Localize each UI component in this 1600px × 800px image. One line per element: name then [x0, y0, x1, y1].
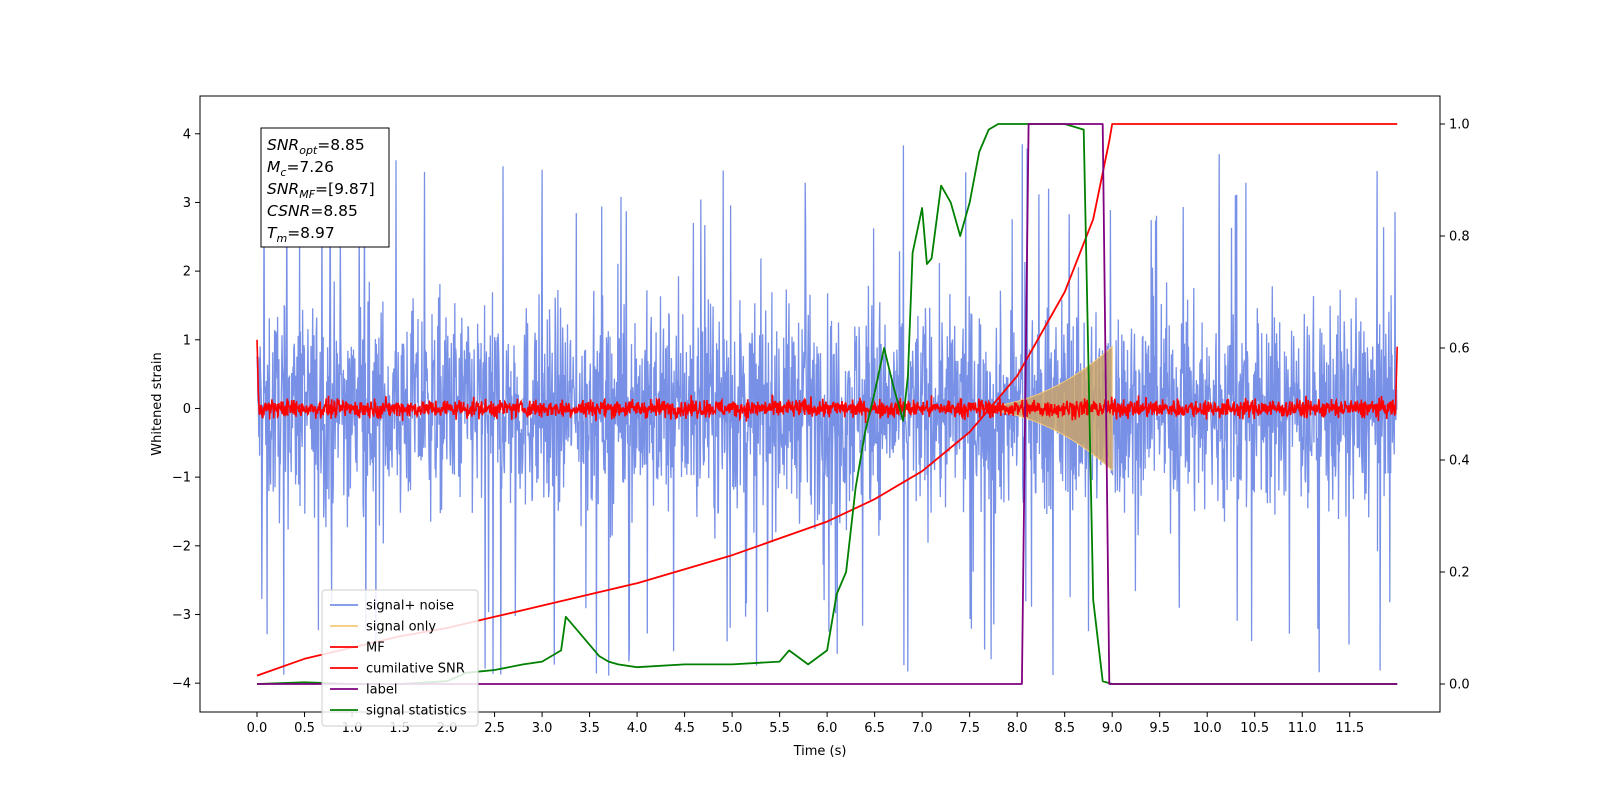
annotation-value: =8.97: [287, 224, 335, 242]
x-tick-label: 3.0: [532, 721, 553, 736]
x-tick-label: 0.5: [294, 721, 315, 736]
annotation-symbol: T: [267, 224, 278, 242]
annotation-symbol: M: [267, 158, 280, 176]
x-tick-label: 6.0: [817, 721, 838, 736]
x-tick-label: 3.5: [579, 721, 600, 736]
x-axis-label: Time (s): [793, 744, 847, 759]
y-tick-label: 3: [183, 196, 191, 211]
annotation-frame: [260, 127, 390, 248]
x-tick-label: 10.0: [1193, 721, 1222, 736]
y2-tick-label: 0.6: [1449, 342, 1470, 357]
legend-label: signal+ noise: [366, 599, 454, 614]
x-axis: 0.0 0.5 1.0 1.5 2.0 2.5 3.0 3.5 4.0 4.5 5.0 5.5 6.0 6…: [247, 712, 1364, 736]
annotation-line: Tm=8.97: [267, 224, 335, 245]
annotation-value: =7.26: [286, 158, 334, 176]
annotation-subscript: c: [280, 166, 286, 179]
y-tick-label: −1: [172, 471, 191, 486]
legend-label: label: [366, 683, 397, 698]
legend: signal+ noise signal only MF cumilative SNR…: [321, 589, 479, 727]
y2-tick-label: 0.0: [1449, 678, 1470, 693]
x-tick-label: 4.5: [674, 721, 695, 736]
annotation-value: =[9.87]: [315, 180, 375, 198]
x-tick-label: 9.5: [1149, 721, 1170, 736]
x-tick-label: 11.5: [1335, 721, 1364, 736]
annotation-symbol: CSNR: [267, 202, 310, 220]
y-tick-label: −3: [172, 608, 191, 623]
x-tick-label: 2.5: [484, 721, 505, 736]
x-tick-label: 6.5: [864, 721, 885, 736]
annotation-subscript: m: [276, 232, 287, 245]
x-tick-label: 11.0: [1288, 721, 1317, 736]
annotation-value: =8.85: [317, 136, 365, 154]
x-tick-label: 5.0: [722, 721, 743, 736]
x-tick-label: 4.0: [627, 721, 648, 736]
annotation-box: SNRopt=8.85Mc=7.26SNRMF=[9.87]CSNR=8.85T…: [260, 127, 390, 248]
legend-label: signal only: [366, 620, 436, 635]
annotation-subscript: opt: [299, 144, 318, 157]
y2-tick-label: 0.2: [1449, 566, 1470, 581]
x-tick-label: 7.5: [959, 721, 980, 736]
y-tick-label: −2: [172, 539, 191, 554]
series-label-line: [257, 123, 1398, 685]
series-signal-noise-line: [256, 144, 1398, 676]
legend-label: MF: [366, 641, 385, 656]
y-axis-label: Whitened strain: [150, 352, 165, 455]
x-tick-label: 7.0: [912, 721, 933, 736]
axes-frame: [199, 95, 1441, 713]
x-tick-label: 8.5: [1054, 721, 1075, 736]
annotation-value: =8.85: [310, 202, 358, 220]
y-axis-right: 1.0 0.8 0.6 0.4 0.2 0.0: [1440, 118, 1470, 693]
annotation-subscript: MF: [299, 188, 315, 201]
x-tick-label: 8.0: [1007, 721, 1028, 736]
y2-tick-label: 0.8: [1449, 230, 1470, 245]
y2-tick-label: 0.4: [1449, 454, 1470, 469]
legend-frame: [321, 589, 479, 727]
x-tick-label: 0.0: [247, 721, 268, 736]
annotation-line: SNRMF=[9.87]: [267, 180, 375, 201]
x-tick-label: 10.5: [1240, 721, 1269, 736]
annotation-line: Mc=7.26: [267, 158, 334, 179]
y-tick-label: 1: [183, 333, 191, 348]
annotation-symbol: SNR: [267, 180, 299, 198]
x-tick-label: 5.5: [769, 721, 790, 736]
x-tick-label: 9.0: [1102, 721, 1123, 736]
y-tick-label: −4: [172, 677, 191, 692]
y-tick-label: 0: [183, 402, 191, 417]
y-tick-label: 4: [183, 127, 191, 142]
legend-label: signal statistics: [366, 704, 467, 719]
annotation-line: CSNR=8.85: [267, 202, 358, 220]
series-mf-line: [256, 339, 1398, 424]
annotation-line: SNRopt=8.85: [267, 136, 365, 157]
series-signal-statistics-line: [256, 123, 1398, 685]
y-tick-label: 2: [183, 265, 191, 280]
y-axis-left: 4 3 2 1 0 −1 −2 −3 −4: [172, 127, 200, 692]
annotation-symbol: SNR: [267, 136, 299, 154]
legend-label: cumilative SNR: [366, 662, 465, 677]
y2-tick-label: 1.0: [1449, 118, 1470, 133]
